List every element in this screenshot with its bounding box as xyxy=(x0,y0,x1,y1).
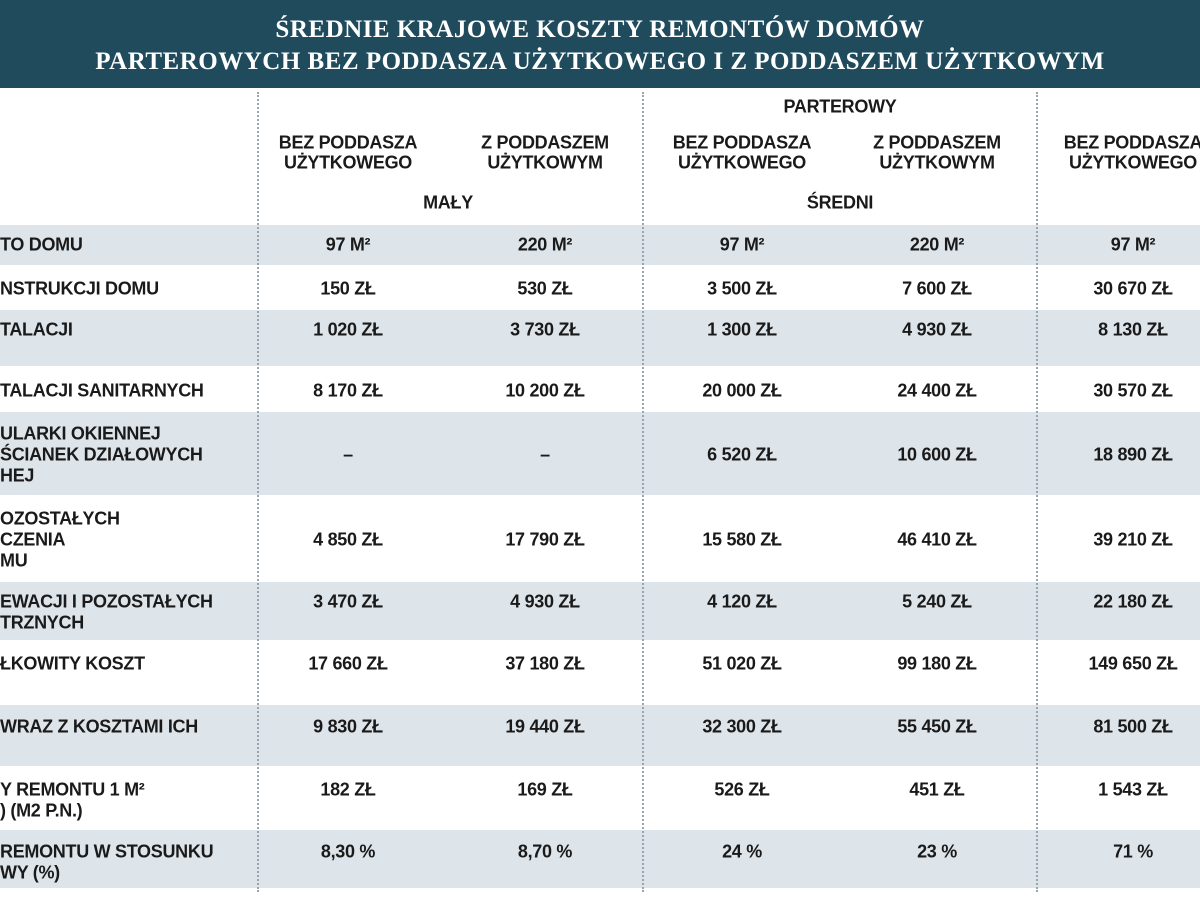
cell: 150 ZŁ xyxy=(320,278,376,299)
cell: 39 210 ZŁ xyxy=(1093,529,1173,550)
group-header: PARTEROWY xyxy=(783,96,897,117)
row-label: REMONTU W STOSUNKU xyxy=(0,841,214,862)
column-header: UŻYTKOWYM xyxy=(487,152,603,173)
cell: 182 ZŁ xyxy=(320,779,376,800)
column-divider xyxy=(1036,92,1038,892)
cell: – xyxy=(540,444,550,465)
cell: 8 130 ZŁ xyxy=(1098,319,1168,340)
row-background xyxy=(0,412,1200,495)
cell: 149 650 ZŁ xyxy=(1088,653,1178,674)
cell: 22 180 ZŁ xyxy=(1093,591,1173,612)
title-bar xyxy=(0,0,1200,88)
cell: 1 543 ZŁ xyxy=(1098,779,1168,800)
title: PARTEROWYCH BEZ PODDASZA UŻYTKOWEGO I Z … xyxy=(95,48,1105,75)
cell: 23 % xyxy=(917,841,957,862)
row-label: WRAZ Z KOSZTAMI ICH xyxy=(0,716,198,737)
cell: 3 470 ZŁ xyxy=(313,591,383,612)
row-background xyxy=(0,830,1200,888)
cell: 97 M² xyxy=(1110,234,1156,255)
row-label: ŚCIANEK DZIAŁOWYCH xyxy=(0,444,203,465)
row-background xyxy=(0,582,1200,640)
cell: 7 600 ZŁ xyxy=(902,278,972,299)
cell: 526 ZŁ xyxy=(714,779,770,800)
cell: – xyxy=(343,444,353,465)
size-header: ŚREDNI xyxy=(806,192,874,213)
row-label: ) (M2 P.N.) xyxy=(0,800,83,821)
column-header: BEZ PODDASZA xyxy=(278,132,418,153)
cell: 8,70 % xyxy=(517,841,573,862)
cell: 17 660 ZŁ xyxy=(308,653,388,674)
cell: 15 580 ZŁ xyxy=(702,529,782,550)
cell: 8,30 % xyxy=(320,841,376,862)
cell: 3 500 ZŁ xyxy=(707,278,777,299)
cell: 169 ZŁ xyxy=(517,779,573,800)
cell: 99 180 ZŁ xyxy=(897,653,977,674)
cell: 4 850 ZŁ xyxy=(313,529,383,550)
row-label: ULARKI OKIENNEJ xyxy=(0,423,161,444)
cell: 55 450 ZŁ xyxy=(897,716,977,737)
column-header: Z PODDASZEM xyxy=(481,132,609,153)
cell: 220 M² xyxy=(517,234,573,255)
row-label: CZENIA xyxy=(0,529,66,550)
cell: 1 300 ZŁ xyxy=(707,319,777,340)
cell: 32 300 ZŁ xyxy=(702,716,782,737)
row-label: TALACJI xyxy=(0,319,73,340)
row-label: TRZNYCH xyxy=(0,612,84,633)
row-label: TALACJI SANITARNYCH xyxy=(0,380,204,401)
column-header: BEZ PODDASZA xyxy=(672,132,812,153)
column-header: Z PODDASZEM xyxy=(873,132,1001,153)
column-header: UŻYTKOWEGO xyxy=(678,152,806,173)
column-divider xyxy=(257,92,259,892)
cell: 18 890 ZŁ xyxy=(1093,444,1173,465)
cell: 220 M² xyxy=(909,234,965,255)
cell: 97 M² xyxy=(325,234,371,255)
row-label: HEJ xyxy=(0,465,35,486)
cell: 1 020 ZŁ xyxy=(313,319,383,340)
cell: 46 410 ZŁ xyxy=(897,529,977,550)
row-label: WY (%) xyxy=(0,862,60,883)
cell: 4 930 ZŁ xyxy=(510,591,580,612)
cell: 6 520 ZŁ xyxy=(707,444,777,465)
cell: 10 600 ZŁ xyxy=(897,444,977,465)
cell: 24 400 ZŁ xyxy=(897,380,977,401)
cell: 3 730 ZŁ xyxy=(510,319,580,340)
column-divider xyxy=(642,92,644,892)
column-header: UŻYTKOWEGO xyxy=(1069,152,1197,173)
cell: 81 500 ZŁ xyxy=(1093,716,1173,737)
cell: 97 M² xyxy=(719,234,765,255)
cell: 17 790 ZŁ xyxy=(505,529,585,550)
cell: 30 670 ZŁ xyxy=(1093,278,1173,299)
size-header: MAŁY xyxy=(423,192,473,213)
row-background xyxy=(0,310,1200,366)
cell: 24 % xyxy=(722,841,762,862)
column-header: UŻYTKOWYM xyxy=(879,152,995,173)
row-label: TO DOMU xyxy=(0,234,83,255)
row-background xyxy=(0,225,1200,265)
cell: 51 020 ZŁ xyxy=(702,653,782,674)
cell: 19 440 ZŁ xyxy=(505,716,585,737)
cell: 30 570 ZŁ xyxy=(1093,380,1173,401)
column-header: UŻYTKOWEGO xyxy=(284,152,412,173)
row-label: ŁKOWITY KOSZT xyxy=(0,653,145,674)
cell: 9 830 ZŁ xyxy=(313,716,383,737)
cell: 10 200 ZŁ xyxy=(505,380,585,401)
row-label: Y REMONTU 1 M² xyxy=(0,779,145,800)
row-label: OZOSTAŁYCH xyxy=(0,508,120,529)
cell: 5 240 ZŁ xyxy=(902,591,972,612)
title: ŚREDNIE KRAJOWE KOSZTY REMONTÓW DOMÓW xyxy=(275,16,925,43)
cell: 530 ZŁ xyxy=(517,278,573,299)
cell: 20 000 ZŁ xyxy=(702,380,782,401)
cell: 4 120 ZŁ xyxy=(707,591,777,612)
row-label: NSTRUKCJI DOMU xyxy=(0,278,159,299)
cell: 8 170 ZŁ xyxy=(313,380,383,401)
cell: 71 % xyxy=(1113,841,1153,862)
column-header: BEZ PODDASZA xyxy=(1063,132,1200,153)
cell: 451 ZŁ xyxy=(909,779,965,800)
cell: 4 930 ZŁ xyxy=(902,319,972,340)
row-label: MU xyxy=(0,550,28,571)
row-label: EWACJI I POZOSTAŁYCH xyxy=(0,591,213,612)
row-background xyxy=(0,705,1200,766)
cell: 37 180 ZŁ xyxy=(505,653,585,674)
